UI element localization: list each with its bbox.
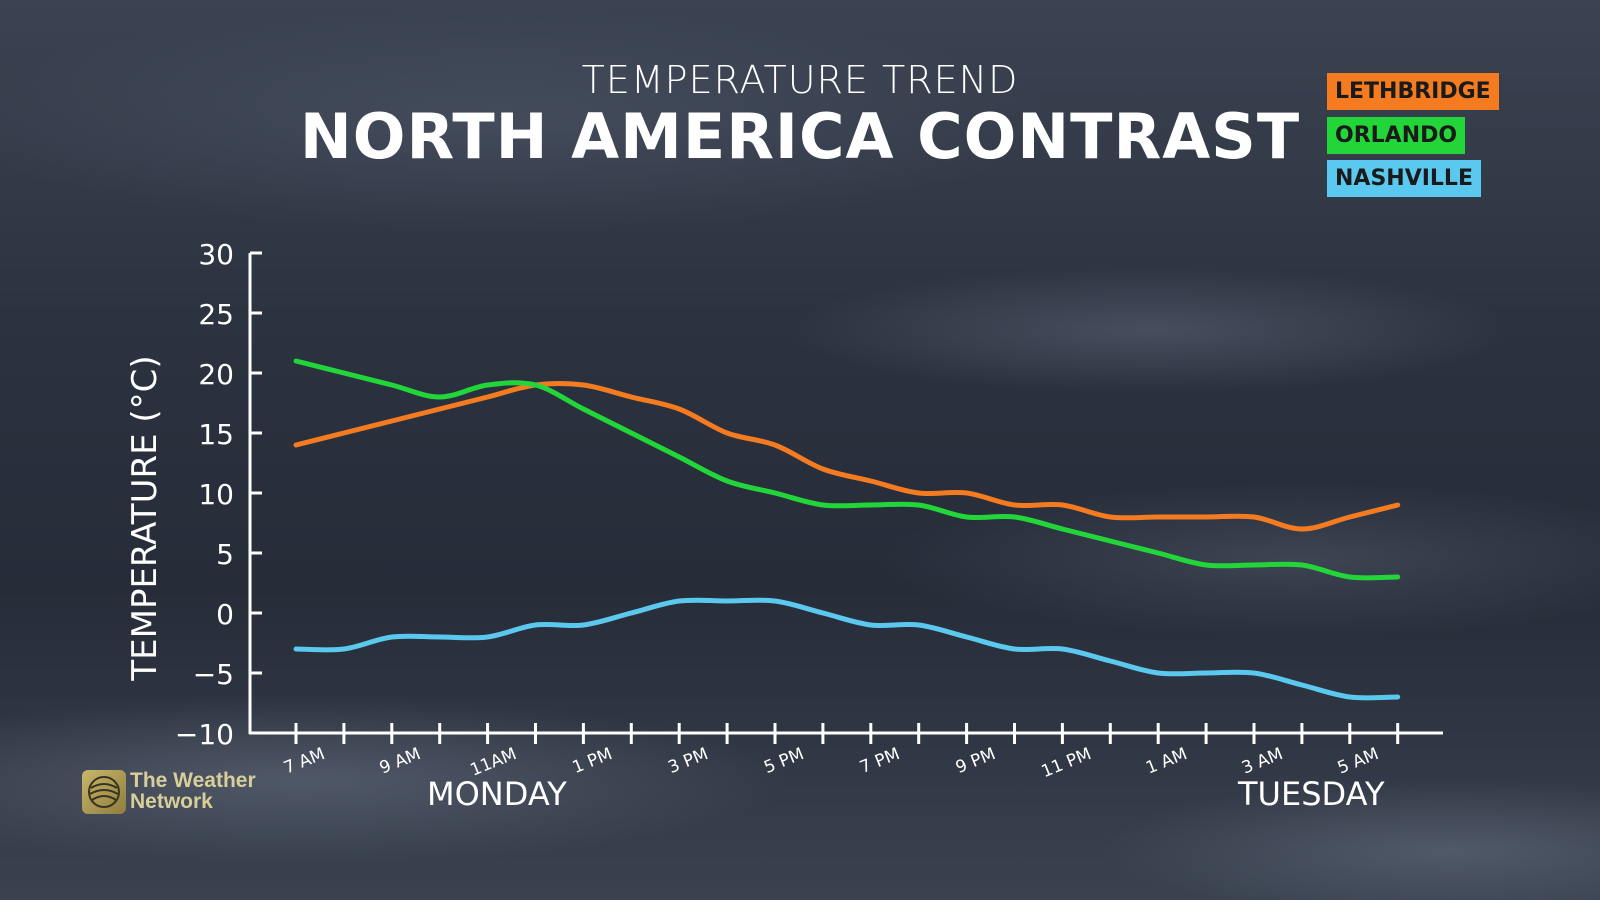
x-tick-label: 7 AM [281,744,328,778]
x-tick-label: 7 PM [857,744,903,778]
y-tick-label: 0 [216,598,234,631]
y-tick-label: −5 [193,658,234,691]
series-line-nashville [293,597,1401,701]
legend-item-orlando: ORLANDO [1327,117,1466,154]
day-label-tuesday: TUESDAY [1238,775,1385,813]
x-tick-label: 3 PM [665,744,711,778]
legend-item-lethbridge: LETHBRIDGE [1327,73,1499,110]
x-tick-label: 1 PM [570,744,616,778]
logo-text-line2: Network [130,790,213,813]
y-tick-label: 25 [198,298,234,331]
legend-item-nashville: NASHVILLE [1327,160,1481,197]
globe-icon [82,770,126,814]
x-tick-label: 9 AM [377,744,424,778]
series-line-orlando [293,358,1401,581]
y-tick-label: 30 [198,238,234,271]
x-tick-label: 1 AM [1143,744,1190,778]
x-tick-label: 11 PM [1039,744,1095,782]
weather-network-logo: The Weather Network [82,770,272,816]
x-tick-label: 9 PM [953,744,999,778]
chart-title: NORTH AMERICA CONTRAST [299,100,1301,173]
x-tick-label: 5 AM [1335,744,1382,778]
logo-text-line1: The Weather [130,769,256,792]
y-axis-title: TEMPERATURE (°C) [125,355,165,681]
day-label-monday: MONDAY [427,775,567,813]
series-line-lethbridge [293,381,1401,532]
chart-subtitle: TEMPERATURE TREND [581,58,1019,102]
y-tick-label: 20 [198,358,234,391]
y-tick-label: 10 [198,478,234,511]
x-tick-label: 3 AM [1239,744,1286,778]
y-tick-label: 5 [216,538,234,571]
x-tick-label: 5 PM [761,744,807,778]
y-tick-label: −10 [175,718,234,751]
y-tick-label: 15 [198,418,234,451]
